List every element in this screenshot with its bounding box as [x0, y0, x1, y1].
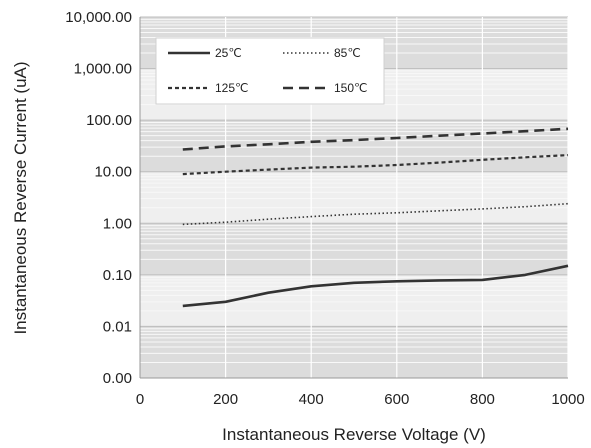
legend-box: [155, 37, 385, 105]
x-axis-title: Instantaneous Reverse Voltage (V): [222, 425, 486, 444]
legend-label-25c: 25℃: [215, 46, 242, 60]
series-line-dotted: [182, 202, 569, 226]
series-line-short-dash: [182, 154, 569, 176]
x-tick-label: 600: [384, 391, 409, 408]
y-tick-label: 1,000.00: [74, 61, 132, 78]
legend: 25℃ 85℃ 125℃ 150℃: [155, 37, 385, 105]
x-tick-label: 200: [213, 391, 238, 408]
x-tick-label: 0: [136, 391, 144, 408]
y-tick-label: 0.00: [103, 370, 132, 387]
y-tick-label: 10,000.00: [65, 9, 132, 26]
legend-label-125c: 125℃: [215, 81, 249, 95]
decade-band: [140, 120, 568, 172]
decade-band: [140, 171, 568, 224]
legend-label-85c: 85℃: [334, 46, 361, 60]
x-tick-label: 800: [470, 391, 495, 408]
series-line-solid: [182, 264, 569, 308]
series-line-long-dash: [182, 127, 569, 151]
axis-layer: 0.00 0.01 0.10 1.00 10.00 100.00 1,000.00 10,00…: [65, 9, 584, 408]
x-tick-label: 400: [299, 391, 324, 408]
decade-band: [140, 326, 568, 378]
y-tick-label: 100.00: [86, 112, 132, 129]
y-tick-label: 0.10: [103, 267, 132, 284]
series-layer: [182, 127, 569, 308]
legend-label-150c: 150℃: [334, 81, 368, 95]
y-tick-label: 0.01: [103, 318, 132, 335]
y-tick-label: 1.00: [103, 215, 132, 232]
decade-band: [140, 223, 568, 275]
y-tick-label: 10.00: [94, 164, 132, 181]
y-axis-title: Instantaneous Reverse Current (uA): [11, 61, 30, 334]
x-tick-label: 1000: [551, 391, 584, 408]
